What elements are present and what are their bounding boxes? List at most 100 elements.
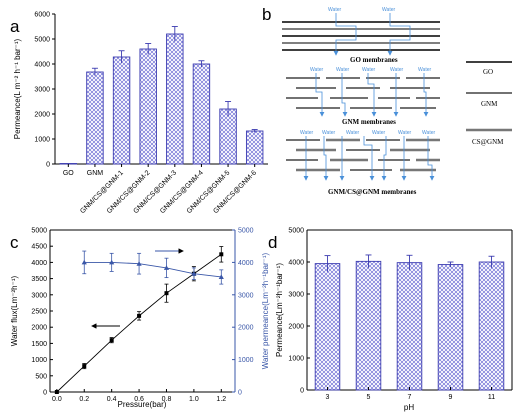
c-ytick-right-label: 0 [238, 390, 242, 397]
chart-d-ylabel: Permeance(Lm⁻²h⁻¹bar⁻¹) [275, 263, 284, 357]
gnm-membrane-sheets [286, 77, 440, 109]
c-perm-point [136, 261, 142, 266]
water-label-9: Water [322, 130, 335, 136]
a-ytick-label: 6000 [34, 12, 50, 19]
c-ytick-right-label: 1000 [238, 357, 254, 364]
water-label-12: Water [398, 130, 411, 136]
water-label-3: Water [310, 67, 323, 73]
panel-label-c: c [10, 233, 19, 252]
a-ytick-label: 4000 [34, 62, 50, 69]
c-xtick-label: 1.2 [216, 396, 226, 403]
water-label-1: Water [328, 7, 341, 13]
chart-c-ylabel-right: Water permeance(Lm⁻²h⁻¹bar⁻¹) [261, 252, 270, 369]
go-membranes-label: GO membranes [350, 56, 398, 64]
d-ytick-label: 0 [300, 388, 304, 395]
water-label-11: Water [372, 130, 385, 136]
d-ytick-label: 2000 [288, 324, 304, 331]
membrane-diagram: Water Water GO membranes Water Water Wat… [282, 7, 512, 196]
water-label-5: Water [362, 67, 375, 73]
water-label-10: Water [346, 130, 359, 136]
d-xtick-label: 5 [367, 394, 371, 401]
c-ytick-left-label: 5000 [31, 228, 47, 235]
d-ytick-label: 4000 [288, 260, 304, 267]
d-ytick-label: 3000 [288, 292, 304, 299]
c-xtick-label: 0.4 [107, 396, 117, 403]
water-label-7: Water [418, 67, 431, 73]
c-perm-point [81, 259, 87, 265]
c-ytick-left-label: 2000 [31, 325, 47, 332]
c-ytick-left-label: 4000 [31, 260, 47, 267]
c-flux-point [164, 291, 169, 296]
c-flux-point [219, 252, 224, 257]
a-ytick-label: 1000 [34, 137, 50, 144]
c-flux-point [82, 364, 87, 369]
a-xtick-label: GO [63, 170, 74, 177]
a-ytick-label: 3000 [34, 87, 50, 94]
d-xtick-label: 9 [449, 394, 453, 401]
c-perm-point [218, 274, 224, 279]
a-bar [139, 48, 157, 165]
c-perm-point [191, 271, 197, 276]
c-ytick-left-label: 3000 [31, 292, 47, 299]
d-bar [314, 263, 341, 391]
d-xtick-label: 11 [488, 394, 495, 401]
water-label-4: Water [336, 67, 349, 73]
panel-label-d: d [268, 233, 277, 252]
c-perm-point [163, 265, 170, 270]
water-path-go-1 [333, 13, 357, 56]
c-xtick-label: 0.6 [134, 396, 144, 403]
a-bar [192, 63, 211, 165]
c-ytick-right-label: 2000 [238, 325, 254, 332]
c-flux-point [137, 313, 142, 318]
a-bar [112, 56, 131, 165]
a-bar [59, 163, 78, 165]
chart-d-xlabel: pH [404, 403, 414, 412]
d-ytick-label: 5000 [288, 228, 304, 235]
a-ytick-label: 0 [46, 162, 50, 169]
panel-label-a: a [10, 17, 20, 36]
c-perm-point [109, 259, 115, 265]
gnmcs-membranes-label: GNM/CS@GNM membranes [328, 188, 417, 196]
water-label-6: Water [390, 67, 403, 73]
chart-c: 0 500 1000 1500 2000 2500 3000 3500 4000 4500 5000… [10, 228, 270, 410]
chart-a-ylabel: Permeance(L m⁻² h⁻¹ bar⁻¹) [13, 38, 22, 139]
c-series-permeance-line [84, 261, 222, 278]
c-ytick-left-label: 1000 [31, 357, 47, 364]
c-ytick-left-label: 0 [43, 390, 47, 397]
d-bar [478, 261, 505, 391]
water-path-go-2 [387, 13, 411, 56]
a-bar [86, 71, 104, 165]
c-ytick-left-label: 2500 [31, 309, 47, 316]
d-bar [396, 262, 423, 391]
c-ytick-right-label: 3000 [238, 292, 254, 299]
c-xtick-label: 0.2 [79, 396, 89, 403]
c-ytick-left-label: 1500 [31, 341, 47, 348]
d-ytick-label: 1000 [288, 356, 304, 363]
c-ytick-left-label: 500 [35, 373, 47, 380]
water-label-8: Water [300, 130, 313, 136]
c-xtick-label: 1.0 [189, 396, 199, 403]
c-series-flux-line [56, 253, 222, 393]
c-flux-point [109, 338, 114, 343]
water-label-2: Water [382, 7, 395, 13]
d-xtick-label: 3 [326, 394, 330, 401]
legend-label-csgnm: CS@GNM [472, 138, 504, 146]
c-ytick-right-label: 4000 [238, 260, 254, 267]
c-ytick-right-label: 5000 [238, 228, 254, 235]
gnm-membranes-label: GNM membranes [342, 118, 396, 126]
water-label-13: Water [422, 130, 435, 136]
panel-label-b: b [262, 5, 271, 24]
chart-d: 0 1000 2000 3000 4000 5000 3 5 7 9 11 pH Permeanc… [275, 228, 513, 412]
a-ytick-label: 5000 [34, 37, 50, 44]
go-membrane-sheets [282, 21, 440, 51]
d-xtick-label: 7 [408, 394, 412, 401]
chart-c-xlabel: Pressure(bar) [118, 400, 167, 409]
c-xtick-label: 0.0 [52, 396, 62, 403]
d-bar [355, 260, 382, 391]
water-paths-gnmcs [303, 136, 435, 181]
c-ytick-left-label: 4500 [31, 244, 47, 251]
c-xtick-label: 0.8 [162, 396, 172, 403]
d-bar [437, 264, 464, 391]
chart-c-ylabel-left: Water flux(Lm⁻²h⁻¹) [10, 275, 19, 346]
